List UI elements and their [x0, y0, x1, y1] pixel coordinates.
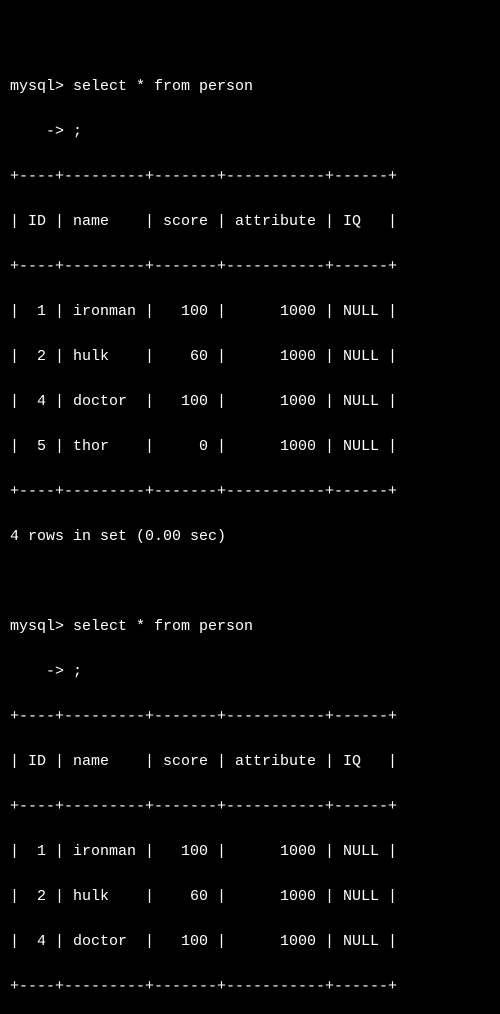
table-row: | 1 | ironman | 100 | 1000 | NULL |	[10, 301, 490, 324]
table-header: | ID | name | score | attribute | IQ |	[10, 751, 490, 774]
table-row: | 2 | hulk | 60 | 1000 | NULL |	[10, 886, 490, 909]
prompt-line-2: mysql> select * from person	[10, 616, 490, 639]
table-row: | 4 | doctor | 100 | 1000 | NULL |	[10, 391, 490, 414]
table-separator: +----+---------+-------+-----------+----…	[10, 706, 490, 729]
table-row: | 5 | thor | 0 | 1000 | NULL |	[10, 436, 490, 459]
table-header: | ID | name | score | attribute | IQ |	[10, 211, 490, 234]
blank-line	[10, 571, 490, 594]
continuation-line-1: -> ;	[10, 121, 490, 144]
table-row: | 4 | doctor | 100 | 1000 | NULL |	[10, 931, 490, 954]
table-separator: +----+---------+-------+-----------+----…	[10, 481, 490, 504]
continuation-line-2: -> ;	[10, 661, 490, 684]
table-separator: +----+---------+-------+-----------+----…	[10, 256, 490, 279]
table-separator: +----+---------+-------+-----------+----…	[10, 796, 490, 819]
table-row: | 2 | hulk | 60 | 1000 | NULL |	[10, 346, 490, 369]
prompt-line-1: mysql> select * from person	[10, 76, 490, 99]
table-separator: +----+---------+-------+-----------+----…	[10, 166, 490, 189]
table-row: | 1 | ironman | 100 | 1000 | NULL |	[10, 841, 490, 864]
table-separator: +----+---------+-------+-----------+----…	[10, 976, 490, 999]
summary-line-1: 4 rows in set (0.00 sec)	[10, 526, 490, 549]
